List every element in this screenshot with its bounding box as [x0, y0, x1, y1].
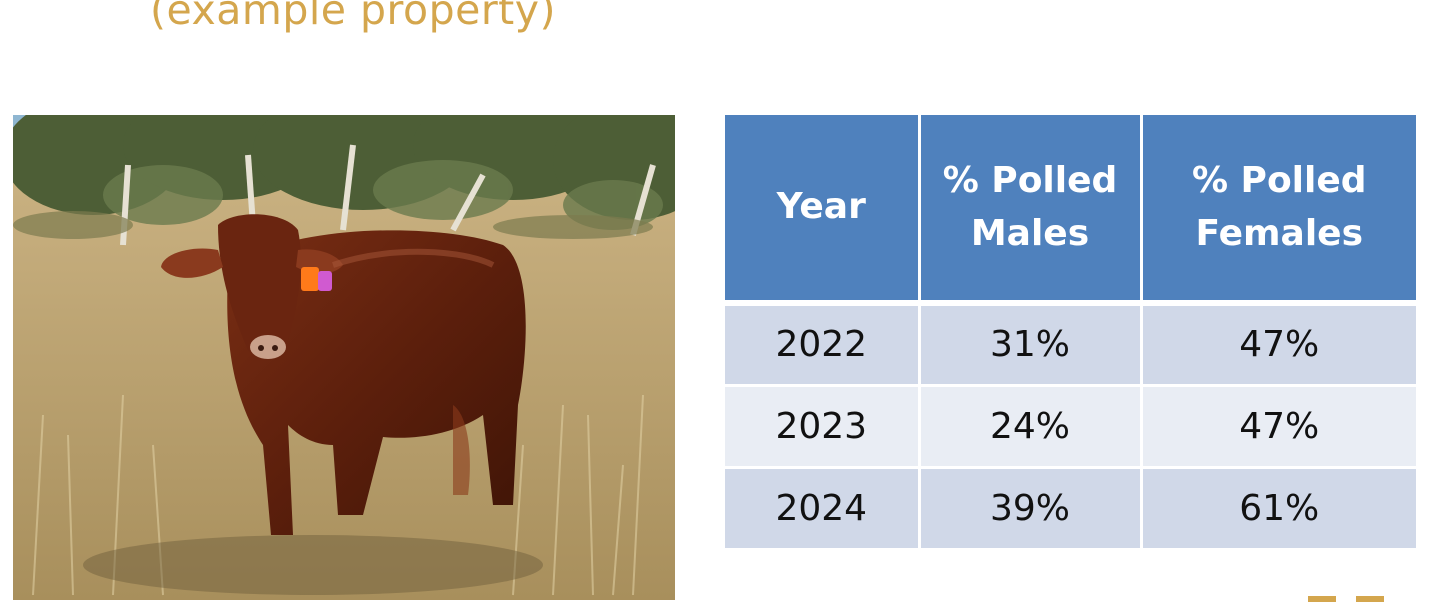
table-row: 2024 39% 61%	[725, 467, 1416, 551]
cell-year: 2024	[725, 467, 921, 551]
slide-subtitle: (example property)	[150, 0, 557, 34]
header-polled-males: % Polled Males	[919, 115, 1143, 306]
cell-polled-males: 31%	[919, 303, 1143, 387]
decorative-mark	[1356, 596, 1384, 602]
cell-year: 2022	[725, 303, 921, 387]
cell-year: 2023	[725, 385, 921, 469]
header-year: Year	[725, 115, 921, 306]
table-row: 2023 24% 47%	[725, 385, 1416, 469]
cell-polled-males: 39%	[919, 467, 1143, 551]
cell-polled-females: 61%	[1141, 467, 1416, 551]
decorative-mark	[1308, 596, 1336, 602]
cell-polled-females: 47%	[1141, 303, 1416, 387]
table-header-row: Year % Polled Males % Polled Females	[725, 115, 1416, 306]
cell-polled-females: 47%	[1141, 385, 1416, 469]
header-polled-females: % Polled Females	[1141, 115, 1416, 306]
table-row: 2022 31% 47%	[725, 303, 1416, 387]
polled-stats-table: Year % Polled Males % Polled Females 202…	[725, 115, 1416, 551]
cell-polled-males: 24%	[919, 385, 1143, 469]
cattle-photo	[13, 115, 675, 600]
